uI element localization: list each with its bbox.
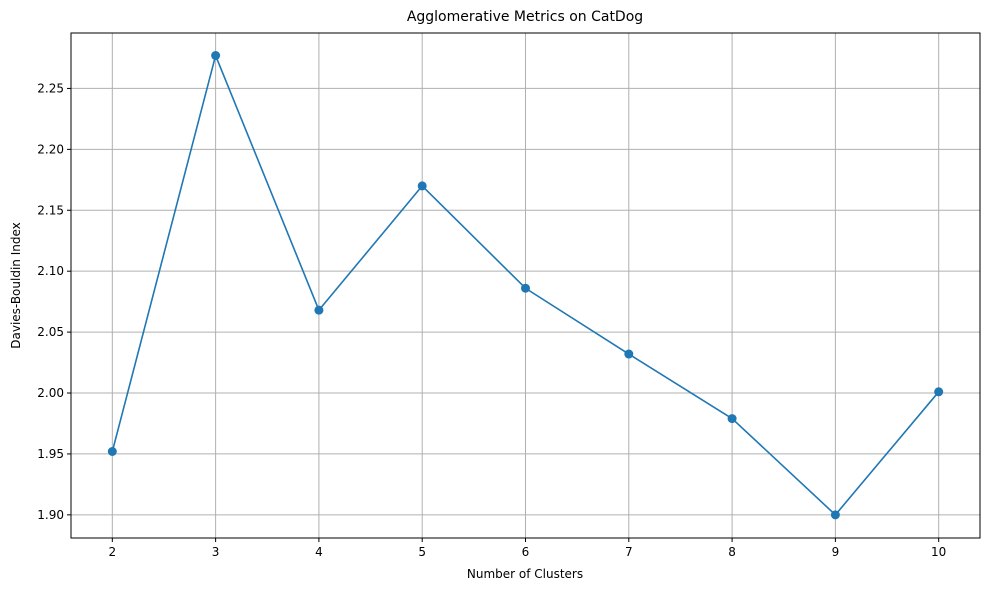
y-tick-label: 1.90 <box>37 508 64 522</box>
chart-title: Agglomerative Metrics on CatDog <box>407 9 643 25</box>
x-tick-label: 3 <box>212 545 220 559</box>
y-axis: 1.90 1.95 2.00 2.05 2.10 2.15 2.20 2.25 <box>37 81 71 522</box>
y-tick-label: 1.95 <box>37 447 64 461</box>
y-tick-label: 2.20 <box>37 142 64 156</box>
data-point <box>417 181 427 191</box>
data-point <box>830 510 840 520</box>
y-tick-label: 2.25 <box>37 81 64 95</box>
x-tick-label: 5 <box>418 545 426 559</box>
x-tick-label: 9 <box>832 545 840 559</box>
data-points <box>107 51 944 520</box>
x-axis-label: Number of Clusters <box>467 567 583 581</box>
y-tick-label: 2.15 <box>37 203 64 217</box>
y-tick-label: 2.10 <box>37 264 64 278</box>
grid <box>71 33 980 538</box>
x-tick-label: 6 <box>522 545 530 559</box>
y-tick-label: 2.05 <box>37 325 64 339</box>
x-tick-label: 4 <box>315 545 323 559</box>
data-point <box>107 446 117 456</box>
data-point <box>624 349 634 359</box>
data-point <box>211 51 221 61</box>
data-point <box>521 283 530 293</box>
x-tick-label: 2 <box>108 545 116 559</box>
x-tick-label: 10 <box>931 545 946 559</box>
x-tick-label: 8 <box>728 545 736 559</box>
data-point <box>934 387 944 397</box>
x-tick-label: 7 <box>625 545 633 559</box>
y-tick-label: 2.00 <box>37 386 64 400</box>
data-point <box>727 414 737 424</box>
data-point <box>314 305 324 315</box>
x-axis: 2 3 4 5 6 7 8 9 10 <box>108 538 946 559</box>
y-axis-label: Davies-Bouldin Index <box>9 222 23 349</box>
